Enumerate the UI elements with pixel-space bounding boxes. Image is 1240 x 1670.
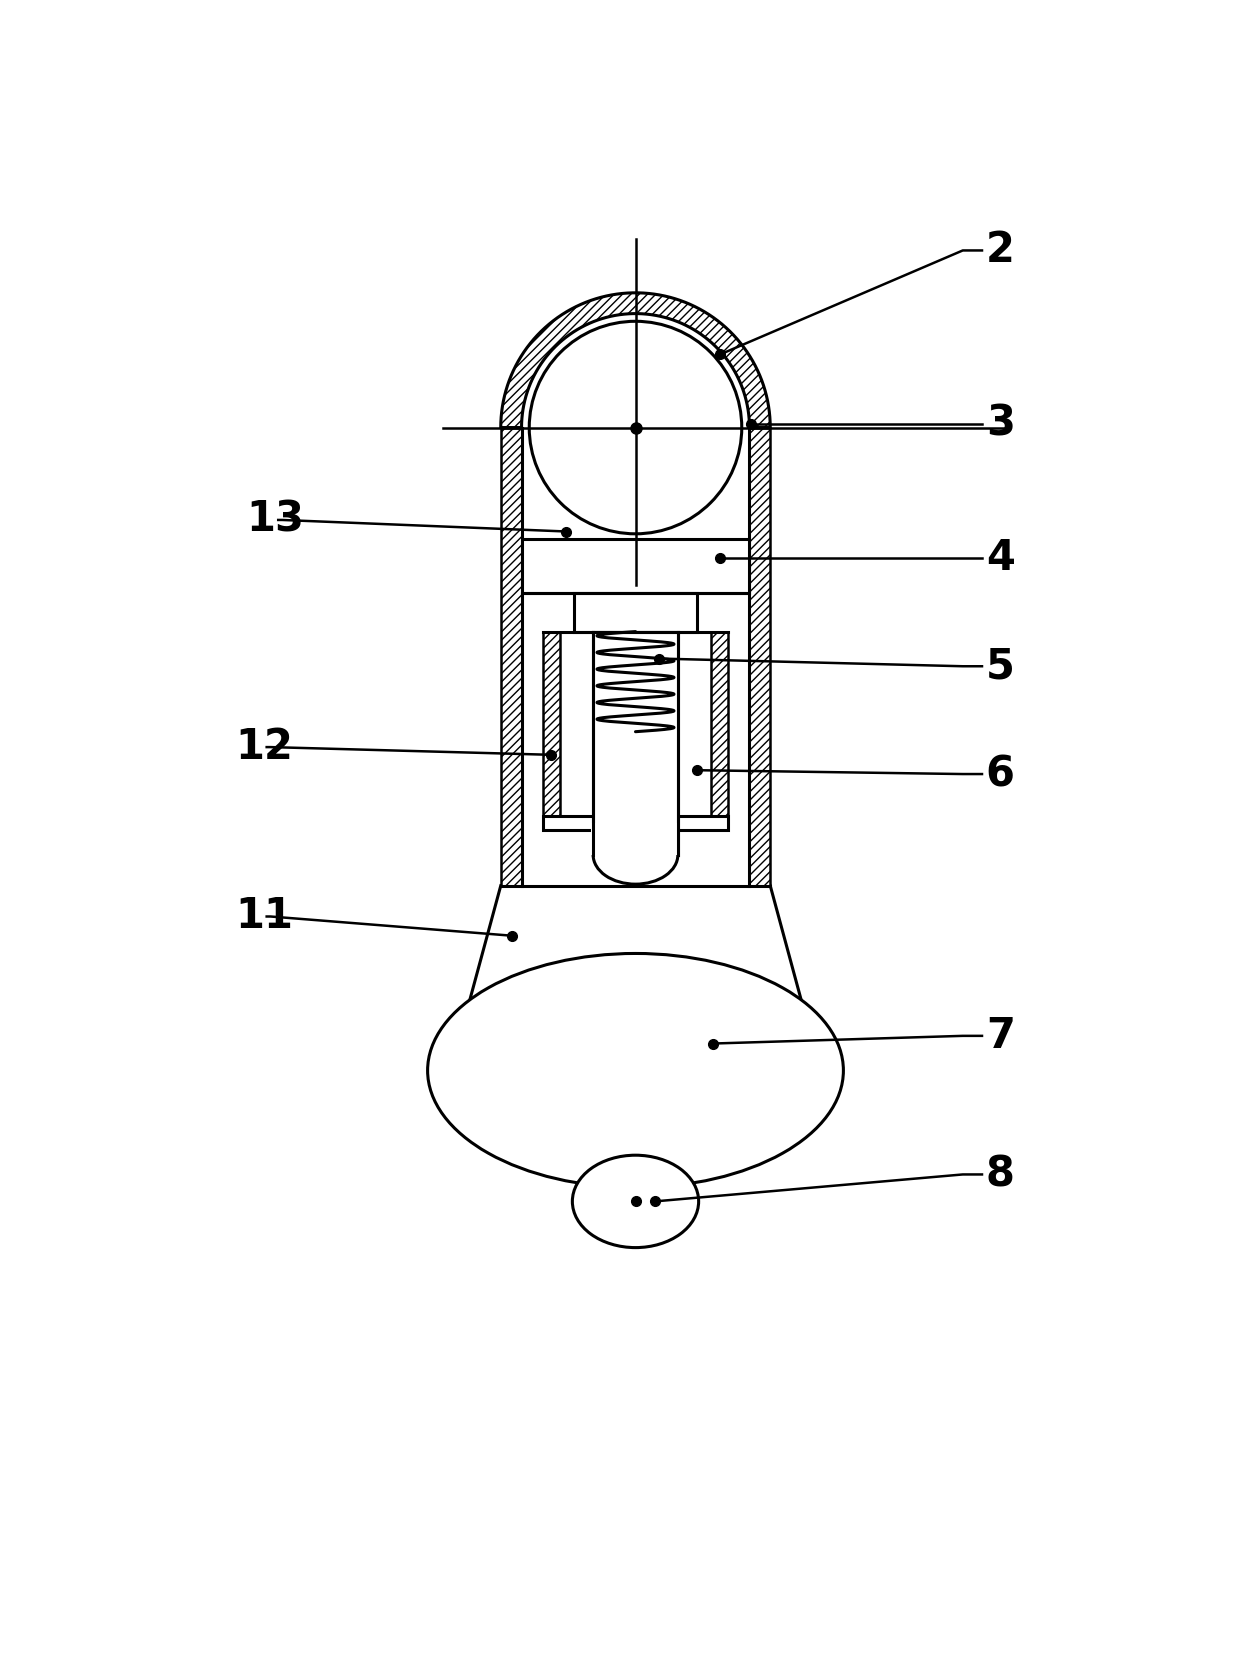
- Ellipse shape: [529, 321, 742, 534]
- Ellipse shape: [573, 1156, 698, 1247]
- Bar: [543, 817, 728, 830]
- Bar: [590, 823, 681, 855]
- Text: 8: 8: [986, 1154, 1014, 1196]
- Text: 2: 2: [986, 229, 1014, 272]
- Text: 13: 13: [247, 499, 305, 541]
- Ellipse shape: [593, 825, 678, 883]
- Text: 6: 6: [986, 753, 1014, 795]
- Text: 11: 11: [236, 895, 293, 937]
- Polygon shape: [749, 428, 770, 885]
- Text: 3: 3: [986, 402, 1014, 444]
- Ellipse shape: [428, 954, 843, 1187]
- Text: 4: 4: [986, 538, 1014, 579]
- Polygon shape: [501, 428, 522, 885]
- Text: 7: 7: [986, 1015, 1014, 1057]
- Polygon shape: [711, 631, 728, 817]
- Text: 5: 5: [986, 645, 1014, 688]
- Bar: [593, 631, 678, 855]
- Bar: [574, 593, 697, 631]
- Polygon shape: [501, 292, 770, 428]
- Text: 12: 12: [236, 726, 293, 768]
- Polygon shape: [543, 631, 560, 817]
- Bar: [522, 539, 749, 593]
